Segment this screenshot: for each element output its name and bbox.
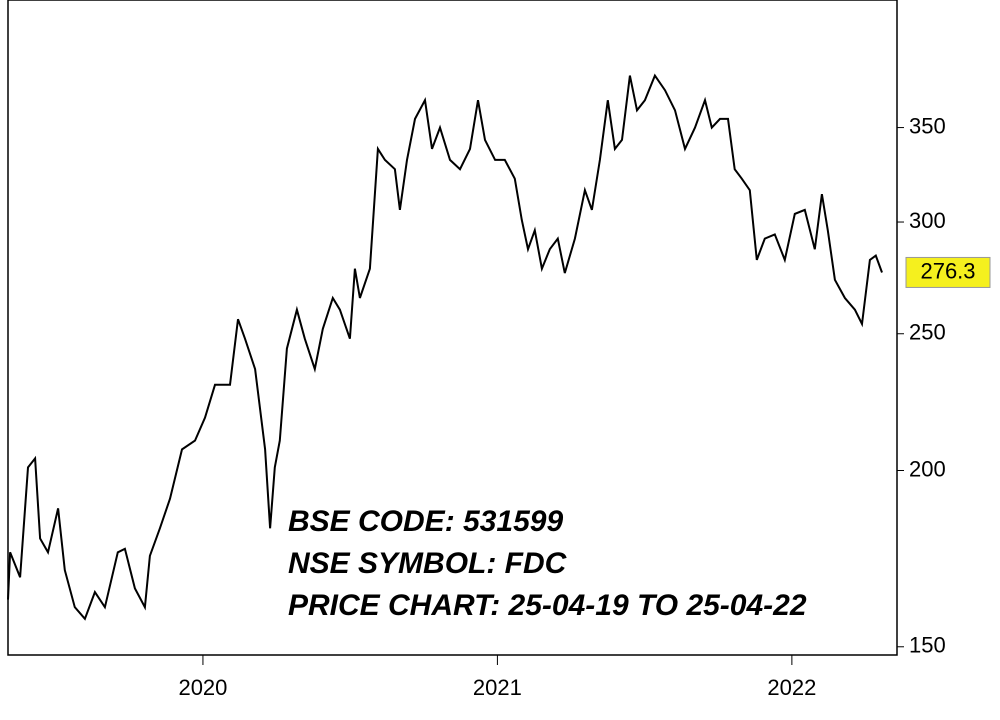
x-tick-label: 2022	[767, 675, 816, 700]
annotation: NSE SYMBOL: FDC	[288, 547, 568, 580]
x-tick-label: 2021	[473, 675, 522, 700]
plot-frame	[7, 0, 898, 656]
y-tick-label: 150	[909, 633, 946, 658]
annotation: PRICE CHART: 25-04-19 TO 25-04-22	[288, 589, 807, 622]
x-tick-label: 2020	[178, 675, 227, 700]
y-tick-label: 350	[909, 113, 946, 138]
y-tick-label: 200	[909, 456, 946, 481]
y-tick-label: 250	[909, 320, 946, 345]
y-tick-label: 300	[909, 208, 946, 233]
last-price-box	[905, 256, 991, 288]
last-price-label: 276.3	[920, 258, 975, 283]
annotation: BSE CODE: 531599	[288, 505, 563, 538]
price-line	[7, 73, 883, 621]
